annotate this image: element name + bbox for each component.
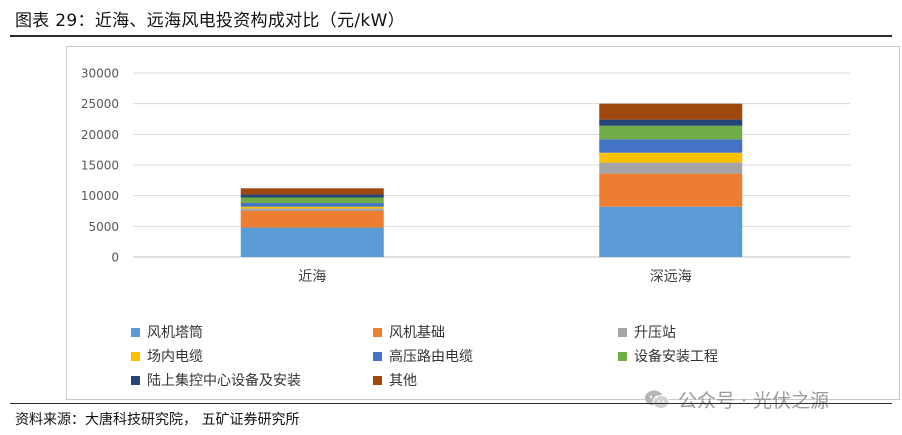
chart-frame — [66, 46, 900, 400]
legend-label: 设备安装工程 — [634, 349, 718, 365]
source-divider — [10, 403, 892, 404]
y-tick-label: 20000 — [81, 128, 119, 142]
y-tick-label: 15000 — [81, 159, 119, 173]
legend-label: 风机塔筒 — [147, 325, 203, 341]
legend-swatch — [618, 327, 627, 337]
y-tick-label: 10000 — [81, 189, 119, 203]
bar-segment — [240, 227, 384, 257]
legend-item: 陆上集控中心设备及安装 — [131, 370, 301, 390]
title-divider — [10, 35, 892, 37]
wechat-icon — [644, 389, 670, 411]
watermark: 公众号 · 光伏之源 — [644, 386, 829, 413]
legend-swatch — [373, 351, 382, 361]
legend-item: 风机基础 — [373, 322, 445, 342]
bar-segment — [599, 152, 743, 163]
x-tick-label: 近海 — [298, 269, 326, 285]
legend-item: 高压路由电缆 — [373, 346, 473, 366]
legend-label: 陆上集控中心设备及安装 — [147, 373, 301, 389]
bar-segment — [240, 208, 384, 211]
figure-title: 图表 29：近海、远海风电投资构成对比（元/kW） — [15, 11, 405, 31]
bar-segment — [240, 188, 384, 195]
legend-label: 场内电缆 — [147, 349, 203, 365]
bar-segment — [599, 103, 743, 120]
legend-label: 风机基础 — [389, 325, 445, 341]
bar-segment — [599, 125, 743, 140]
legend-item: 场内电缆 — [131, 346, 203, 366]
y-tick-label: 30000 — [81, 67, 119, 81]
legend-item: 升压站 — [618, 322, 676, 342]
bar-segment — [240, 211, 384, 228]
legend-label: 其他 — [389, 373, 417, 389]
bar-segment — [240, 206, 384, 209]
bar-segment — [599, 139, 743, 153]
y-tick-label: 5000 — [88, 220, 119, 234]
bar-segment — [240, 203, 384, 207]
x-tick-label: 深远海 — [650, 269, 692, 285]
legend-item: 风机塔筒 — [131, 322, 203, 342]
bar-segment — [599, 162, 743, 174]
bar-segment — [599, 206, 743, 257]
legend-label: 高压路由电缆 — [389, 349, 473, 365]
bar-segment — [599, 119, 743, 126]
legend-swatch — [131, 375, 140, 385]
y-tick-label: 25000 — [81, 97, 119, 111]
source-note: 资料来源：大唐科技研究院， 五矿证券研究所 — [15, 412, 300, 428]
watermark-text: 公众号 · 光伏之源 — [678, 390, 830, 412]
legend-item: 其他 — [373, 370, 417, 390]
legend-swatch — [618, 351, 627, 361]
y-tick-label: 0 — [111, 251, 119, 265]
legend-swatch — [373, 327, 382, 337]
legend-label: 升压站 — [634, 325, 676, 341]
legend-swatch — [131, 351, 140, 361]
legend-item: 设备安装工程 — [618, 346, 718, 366]
legend-swatch — [373, 375, 382, 385]
legend-swatch — [131, 327, 140, 337]
bar-segment — [240, 197, 384, 204]
bar-segment — [599, 173, 743, 207]
bar-segment — [240, 194, 384, 198]
